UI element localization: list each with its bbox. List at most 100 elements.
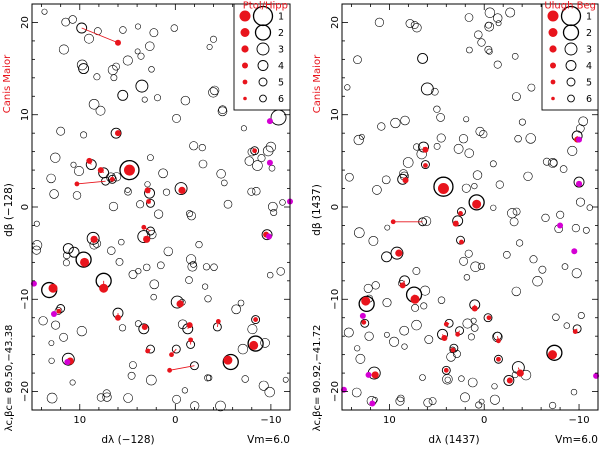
field-star: [69, 379, 76, 386]
field-star: [466, 46, 473, 54]
field-star: [389, 336, 400, 347]
hipparcos-match: [441, 365, 451, 375]
field-star: [525, 133, 536, 144]
field-star: [436, 133, 446, 143]
y-tick-label: 0: [330, 204, 341, 210]
offset-star: [576, 180, 583, 187]
hipparcos-match: [75, 251, 92, 268]
legend-label: 5: [586, 78, 592, 89]
catalog-star: [443, 367, 449, 373]
field-star: [464, 13, 474, 22]
catalog-star: [361, 319, 367, 325]
catalog-star: [496, 338, 501, 344]
hipparcos-match: [61, 352, 75, 366]
y-tick-label: −10: [20, 289, 31, 310]
y-tick-label: 10: [20, 108, 31, 121]
hipparcos-star: [68, 246, 80, 258]
catalog-star: [188, 337, 194, 343]
field-star: [371, 281, 380, 290]
catalog-star: [252, 148, 258, 154]
field-star: [127, 371, 136, 380]
field-star: [148, 66, 155, 73]
hipparcos-match: [146, 226, 155, 236]
field-star: [470, 324, 479, 332]
legend-open-marker: [259, 94, 267, 103]
field-star: [556, 210, 565, 219]
field-star: [189, 260, 197, 268]
field-star: [532, 276, 543, 287]
field-star: [244, 156, 255, 166]
field-star: [491, 383, 498, 390]
field-star: [58, 44, 69, 55]
field-star: [95, 105, 106, 116]
field-star: [147, 229, 157, 240]
field-star: [143, 263, 151, 272]
legend-filled-marker: [240, 28, 250, 37]
field-star: [453, 143, 464, 154]
offset-star: [266, 118, 273, 125]
hipparcos-match: [468, 194, 485, 211]
legend-box: [233, 3, 291, 111]
offset-star: [557, 222, 564, 229]
field-star: [462, 318, 473, 329]
field-star: [108, 201, 119, 212]
legend-filled-marker: [549, 45, 557, 53]
catalog-star: [249, 340, 259, 350]
field-star: [186, 210, 194, 218]
field-star: [54, 307, 63, 315]
field-star: [411, 319, 422, 331]
hipparcos-match: [493, 354, 503, 364]
field-star: [474, 30, 483, 39]
hipparcos-match: [573, 176, 585, 188]
catalog-star: [169, 352, 174, 358]
field-star: [390, 117, 401, 129]
field-star: [59, 332, 68, 342]
catalog-star: [215, 319, 221, 324]
legend-label: 4: [586, 61, 592, 72]
field-star: [149, 279, 160, 290]
field-star: [381, 175, 391, 185]
catalog-star: [486, 315, 492, 321]
catalog-star: [141, 323, 148, 330]
catalog-star: [74, 181, 80, 187]
hipparcos-match: [360, 318, 370, 328]
legend-open-marker: [562, 24, 580, 41]
catalog-star: [496, 356, 501, 362]
field-star: [424, 335, 434, 344]
catalog-star: [141, 224, 147, 230]
catalog-star: [572, 329, 578, 334]
legend-filled-marker: [547, 10, 559, 22]
field-star: [471, 183, 478, 190]
x-axis-label: dλ (1437): [428, 434, 479, 446]
field-star: [185, 276, 193, 284]
field-star: [464, 148, 474, 158]
field-star: [267, 201, 278, 212]
catalog-star: [458, 211, 463, 216]
field-star: [472, 170, 483, 180]
field-star: [402, 157, 414, 168]
field-star: [118, 324, 127, 332]
field-star: [399, 325, 410, 336]
field-star: [477, 262, 486, 271]
hipparcos-match: [170, 295, 184, 309]
field-star: [577, 311, 585, 319]
star-layer: [30, 8, 293, 412]
catalog-star: [443, 321, 449, 327]
catalog-star: [399, 282, 406, 289]
field-star: [146, 154, 154, 161]
field-star: [180, 95, 191, 106]
y-tick-label: 10: [330, 108, 341, 121]
field-star: [209, 85, 220, 96]
x-axis-label: dλ (−128): [101, 434, 154, 446]
field-star: [461, 183, 471, 193]
legend-label: 1: [278, 12, 284, 23]
catalog-star: [145, 348, 151, 354]
field-star: [206, 43, 213, 50]
hipparcos-match: [119, 159, 140, 181]
offset-star: [571, 248, 578, 255]
catalog-star: [410, 294, 420, 304]
field-star: [484, 7, 496, 18]
field-star: [377, 122, 386, 131]
catalog-star: [115, 39, 121, 46]
field-star: [419, 374, 426, 381]
